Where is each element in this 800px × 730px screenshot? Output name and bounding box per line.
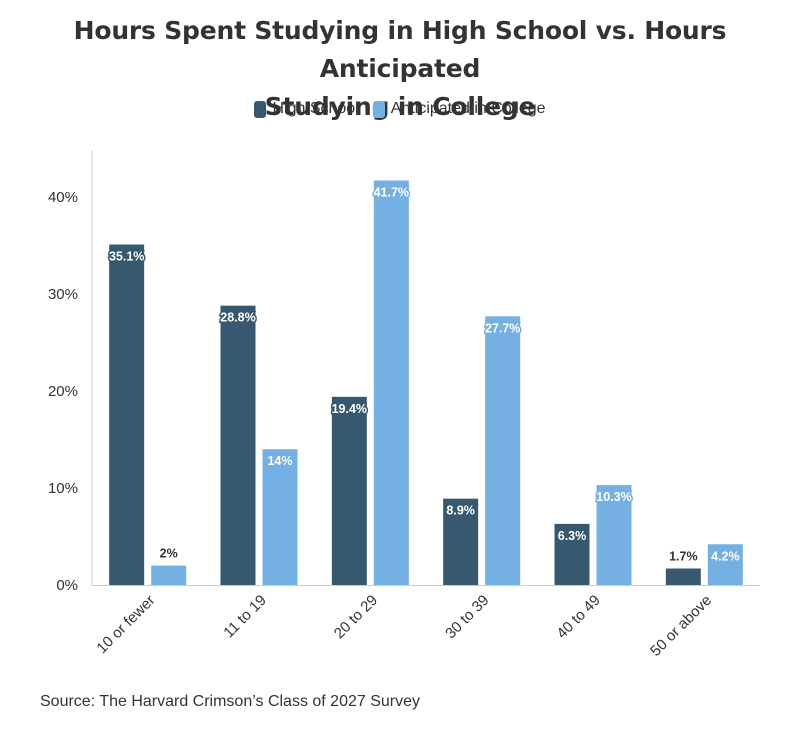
y-tick-label: 20% (48, 383, 78, 400)
legend-label-college: Anticipated in College (390, 100, 546, 117)
data-label-high-school-11-to-19: 28.8% (220, 311, 255, 325)
source-note: Source: The Harvard Crimson’s Class of 2… (40, 693, 421, 710)
bar-anticipated-in-college-11-to-19 (262, 449, 298, 585)
x-tick-label-30-to-39: 30 to 39 (442, 592, 492, 642)
bar-high-school-10-or-fewer (109, 244, 145, 585)
x-tick-label-50-or-above: 50 or above (647, 592, 715, 660)
x-tick-label-20-to-29: 20 to 29 (331, 592, 381, 642)
x-tick-label-40-to-49: 40 to 49 (553, 592, 603, 642)
bar-high-school-50-or-above (665, 568, 701, 585)
legend-swatch-college (372, 100, 385, 118)
data-label-high-school-30-to-39: 8.9% (446, 504, 475, 518)
bar-anticipated-in-college-50-or-above (707, 544, 743, 585)
bar-high-school-20-to-29 (331, 396, 367, 585)
x-tick-label-11-to-19: 11 to 19 (220, 592, 270, 642)
y-tick-label: 40% (48, 189, 78, 206)
bar-high-school-40-to-49 (554, 523, 590, 585)
chart-title-line-1: Hours Spent Studying in High School vs. … (73, 16, 727, 83)
data-label-high-school-20-to-29: 19.4% (332, 402, 367, 416)
legend: High School Anticipated in College (0, 100, 800, 118)
y-tick-label: 30% (48, 286, 78, 303)
data-label-high-school-50-or-above: 1.7% (669, 550, 698, 564)
bar-high-school-30-to-39 (443, 498, 479, 585)
bar-anticipated-in-college-30-to-39 (485, 316, 521, 585)
legend-item-college[interactable]: Anticipated in College (372, 100, 546, 118)
data-label-anticipated-in-college-50-or-above: 4.2% (711, 549, 740, 563)
chart-title: Hours Spent Studying in High School vs. … (20, 12, 780, 126)
data-label-high-school-40-to-49: 6.3% (558, 529, 587, 543)
data-label-anticipated-in-college-40-to-49: 10.3% (596, 490, 631, 504)
legend-label-high-school: High School (272, 100, 359, 117)
data-label-high-school-10-or-fewer: 35.1% (109, 250, 144, 264)
bar-anticipated-in-college-10-or-fewer (151, 565, 187, 585)
data-label-anticipated-in-college-30-to-39: 27.7% (485, 321, 520, 335)
bar-anticipated-in-college-20-to-29 (373, 180, 409, 585)
bar-chart: 0% 10% 20% 30% 40% 35.1% 2% 10 or fewer 28.8% 14%… (48, 150, 760, 660)
legend-swatch-high-school (254, 100, 267, 118)
data-label-anticipated-in-college-11-to-19: 14% (267, 454, 292, 468)
data-label-anticipated-in-college-10-or-fewer: 2% (160, 547, 178, 561)
data-label-anticipated-in-college-20-to-29: 41.7% (374, 186, 409, 200)
chart-title-line-2: Studying in College (264, 92, 536, 121)
y-tick-label: 0% (56, 577, 78, 594)
y-tick-label: 10% (48, 480, 78, 497)
x-tick-label-10-or-fewer: 10 or fewer (93, 592, 158, 657)
legend-item-high-school[interactable]: High School (254, 100, 359, 118)
bar-high-school-11-to-19 (220, 305, 256, 585)
bar-anticipated-in-college-40-to-49 (596, 485, 632, 585)
